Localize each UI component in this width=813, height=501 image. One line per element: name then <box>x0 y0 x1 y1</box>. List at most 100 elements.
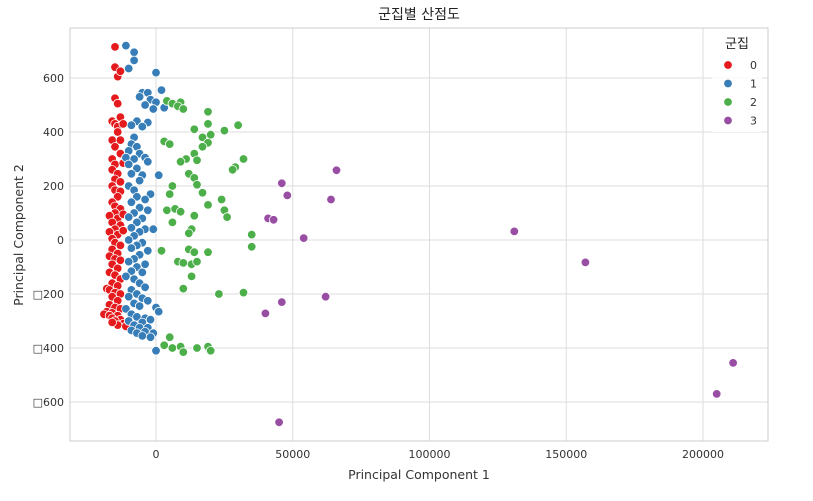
y-axis-ticks: 600 400 200 0 □200 □400 □600 <box>33 72 64 409</box>
data-point <box>115 255 126 265</box>
data-point <box>118 119 128 129</box>
data-point <box>137 267 148 278</box>
data-point <box>118 225 128 236</box>
legend-entry: 3 <box>723 115 757 128</box>
x-axis-ticks: 0 50000 100000 150000 200000 <box>153 448 725 461</box>
data-point <box>203 119 213 129</box>
data-point <box>153 306 164 317</box>
series-3 <box>260 165 738 428</box>
data-point <box>164 139 175 149</box>
data-point <box>137 331 148 341</box>
data-point <box>123 159 134 170</box>
y-tick-label: □400 <box>33 342 64 355</box>
x-tick-label: 0 <box>153 448 160 461</box>
data-point <box>192 256 202 267</box>
data-point <box>282 190 293 201</box>
data-point <box>112 127 123 137</box>
data-point <box>126 223 137 233</box>
legend-label: 3 <box>750 115 757 128</box>
x-tick-label: 200000 <box>682 448 724 461</box>
data-point <box>140 259 150 270</box>
data-point <box>580 257 591 268</box>
data-point <box>126 169 137 179</box>
data-point <box>112 98 123 109</box>
data-point <box>219 125 230 136</box>
data-point <box>184 228 194 239</box>
data-point <box>189 124 200 135</box>
data-point <box>205 346 216 356</box>
data-point <box>178 258 189 268</box>
data-point <box>159 340 169 351</box>
legend-marker <box>723 78 733 89</box>
data-point <box>326 194 336 205</box>
data-point <box>214 289 224 299</box>
data-point <box>123 212 134 222</box>
y-axis-label: Principal Component 2 <box>11 164 26 306</box>
data-point <box>178 104 189 114</box>
data-point <box>140 194 150 205</box>
data-point <box>126 197 137 207</box>
legend-label: 1 <box>750 78 757 91</box>
data-point <box>222 212 232 222</box>
data-point <box>123 235 134 245</box>
data-point <box>178 347 189 357</box>
data-point <box>134 301 145 311</box>
data-point <box>115 177 126 187</box>
data-points <box>99 40 738 428</box>
data-point <box>260 308 271 319</box>
data-point <box>227 165 238 175</box>
data-point <box>107 317 117 328</box>
data-point <box>189 210 200 221</box>
data-point <box>178 283 189 294</box>
data-point <box>728 358 738 368</box>
data-point <box>148 224 159 234</box>
data-point <box>274 417 284 428</box>
data-point <box>140 100 150 110</box>
data-point <box>238 154 249 164</box>
data-point <box>186 271 197 282</box>
data-point <box>140 282 150 293</box>
series-2 <box>156 96 257 357</box>
data-point <box>143 246 153 256</box>
legend-entry: 2 <box>723 96 757 109</box>
data-point <box>167 181 178 191</box>
data-point <box>175 156 186 167</box>
legend-label: 0 <box>750 59 757 72</box>
data-point <box>121 40 131 51</box>
data-point <box>137 121 148 132</box>
data-point <box>162 205 172 216</box>
data-point <box>320 292 331 302</box>
y-tick-label: 200 <box>43 180 64 193</box>
data-point <box>123 256 134 267</box>
data-point <box>156 85 167 95</box>
data-point <box>115 135 126 145</box>
plot-area <box>69 27 769 442</box>
legend-title: 군집 <box>725 37 749 52</box>
data-point <box>277 297 287 307</box>
data-point <box>151 346 161 356</box>
data-point <box>123 292 134 302</box>
data-point <box>246 242 257 252</box>
data-point <box>331 165 342 176</box>
data-point <box>509 226 520 237</box>
data-point <box>712 389 722 399</box>
data-point <box>148 104 159 114</box>
series-0 <box>99 42 131 332</box>
data-point <box>115 66 126 77</box>
data-point <box>277 178 287 189</box>
data-point <box>167 343 178 353</box>
series-1 <box>121 40 169 356</box>
data-point <box>205 129 216 140</box>
data-point <box>167 217 178 228</box>
data-point <box>216 194 227 205</box>
data-point <box>110 142 120 152</box>
grid <box>70 28 768 441</box>
data-point <box>164 189 175 199</box>
y-tick-label: □600 <box>33 396 64 409</box>
x-tick-label: 50000 <box>275 448 310 461</box>
legend-marker <box>723 115 733 126</box>
data-point <box>192 155 202 166</box>
data-point <box>233 120 243 130</box>
data-point <box>110 42 120 52</box>
